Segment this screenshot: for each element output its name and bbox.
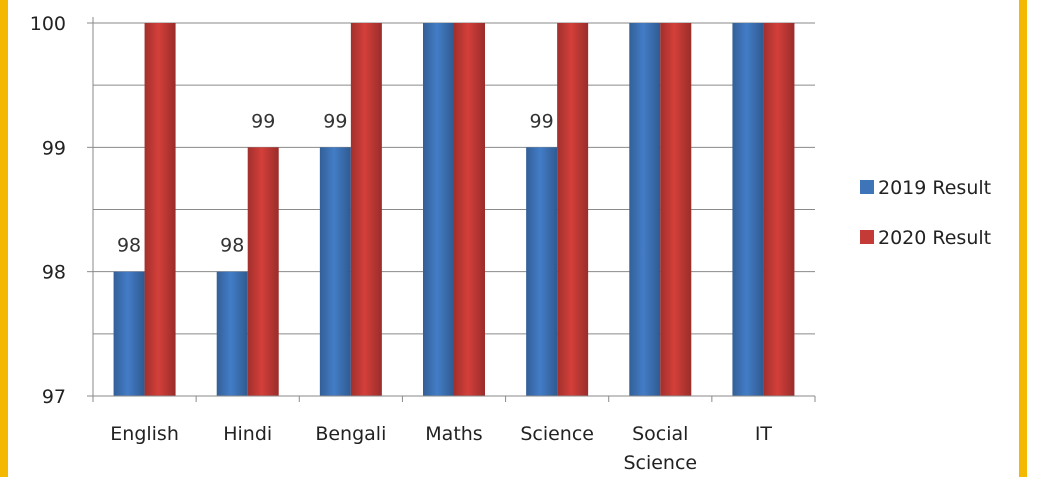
frame-border-right: [1019, 0, 1027, 477]
bar-2019-result-hindi: [216, 271, 248, 396]
legend: 2019 Result 2020 Result: [860, 177, 991, 249]
bar-2020-result-science: [557, 23, 589, 396]
x-category-label: Social: [632, 423, 688, 445]
bar-2019-result-english: [113, 271, 145, 396]
legend-label: 2020 Result: [878, 227, 991, 249]
y-tick-label: 97: [42, 386, 66, 408]
bar-2019-result-bengali: [319, 147, 351, 396]
x-category-label: Maths: [425, 423, 482, 445]
bar-2020-result-maths: [454, 23, 485, 396]
bar-2019-result-it: [732, 23, 764, 396]
bar-2020-result-hindi: [247, 147, 279, 396]
data-label: 99: [530, 110, 554, 132]
bar-2019-result-social-science: [629, 23, 661, 396]
legend-swatch-2020-result: [860, 230, 874, 244]
bars: [113, 23, 795, 396]
bar-2020-result-social-science: [660, 23, 692, 396]
x-category-label: Science: [520, 423, 594, 445]
y-tick-label: 98: [42, 262, 66, 284]
data-label: 99: [251, 110, 275, 132]
bar-2020-result-it: [763, 23, 795, 396]
y-tick-label: 99: [42, 137, 66, 159]
x-category-label: Hindi: [223, 423, 272, 445]
legend-label: 2019 Result: [878, 177, 991, 199]
x-category-label: Science: [623, 452, 697, 474]
bar-2020-result-english: [144, 23, 176, 396]
x-category-label: IT: [755, 423, 773, 445]
bar-2019-result-science: [526, 147, 558, 396]
data-label: 98: [220, 235, 244, 257]
x-category-label: Bengali: [315, 423, 386, 445]
bar-2020-result-bengali: [350, 23, 382, 396]
data-labels: 98 98 99 99 99: [117, 110, 554, 256]
frame-border-left: [0, 0, 8, 477]
y-tick-label: 100: [30, 13, 66, 35]
data-label: 99: [323, 110, 347, 132]
bar-2019-result-maths: [423, 23, 454, 396]
axes: 97 98 99 100 English Hindi Bengali Maths Science…: [30, 13, 816, 474]
data-label: 98: [117, 235, 141, 257]
legend-swatch-2019-result: [860, 180, 874, 194]
x-category-label: English: [110, 423, 179, 445]
